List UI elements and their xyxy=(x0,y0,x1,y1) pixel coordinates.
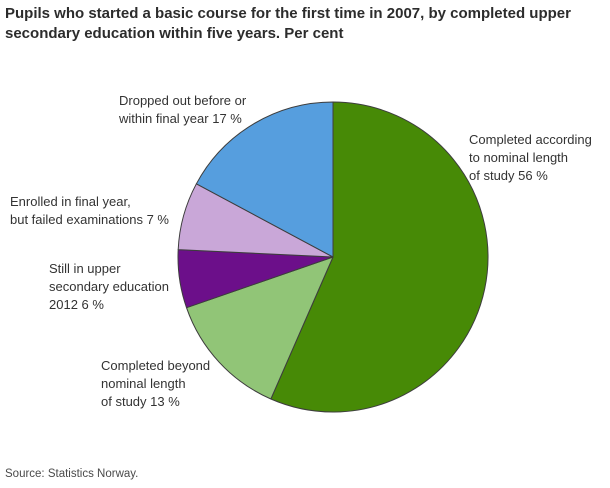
label-line: 2012 6 % xyxy=(49,297,104,312)
label-line: but failed examinations 7 % xyxy=(10,212,169,227)
label-line: Completed according xyxy=(469,132,592,147)
label-line: Dropped out before or xyxy=(119,93,247,108)
pie-slice-0[interactable] xyxy=(270,101,489,413)
source-note: Source: Statistics Norway. xyxy=(5,468,139,480)
label-line: Still in upper xyxy=(49,261,121,276)
label-line: to nominal length xyxy=(469,150,569,165)
slice-label-completed-beyond: Completed beyond nominal length of study… xyxy=(101,357,210,411)
slice-label-enrolled-failed: Enrolled in final year, but failed exami… xyxy=(10,193,169,229)
pie-slice-1[interactable] xyxy=(186,256,334,400)
label-line: within final year 17 % xyxy=(119,111,242,126)
slice-label-completed-nominal: Completed according to nominal length of… xyxy=(469,131,592,185)
label-line: Completed beyond xyxy=(101,358,211,373)
label-line: of study 13 % xyxy=(101,394,180,409)
slice-label-still-in-education: Still in upper secondary education 2012 … xyxy=(49,260,169,314)
chart-title: Pupils who started a basic course for th… xyxy=(5,5,571,42)
label-line: secondary education xyxy=(49,279,169,294)
label-line: nominal length xyxy=(101,376,186,391)
label-line: Enrolled in final year, xyxy=(10,194,131,209)
label-line: of study 56 % xyxy=(469,168,548,183)
slice-label-dropped-out: Dropped out before or within final year … xyxy=(119,92,246,128)
pie-slice-4[interactable] xyxy=(195,101,334,258)
